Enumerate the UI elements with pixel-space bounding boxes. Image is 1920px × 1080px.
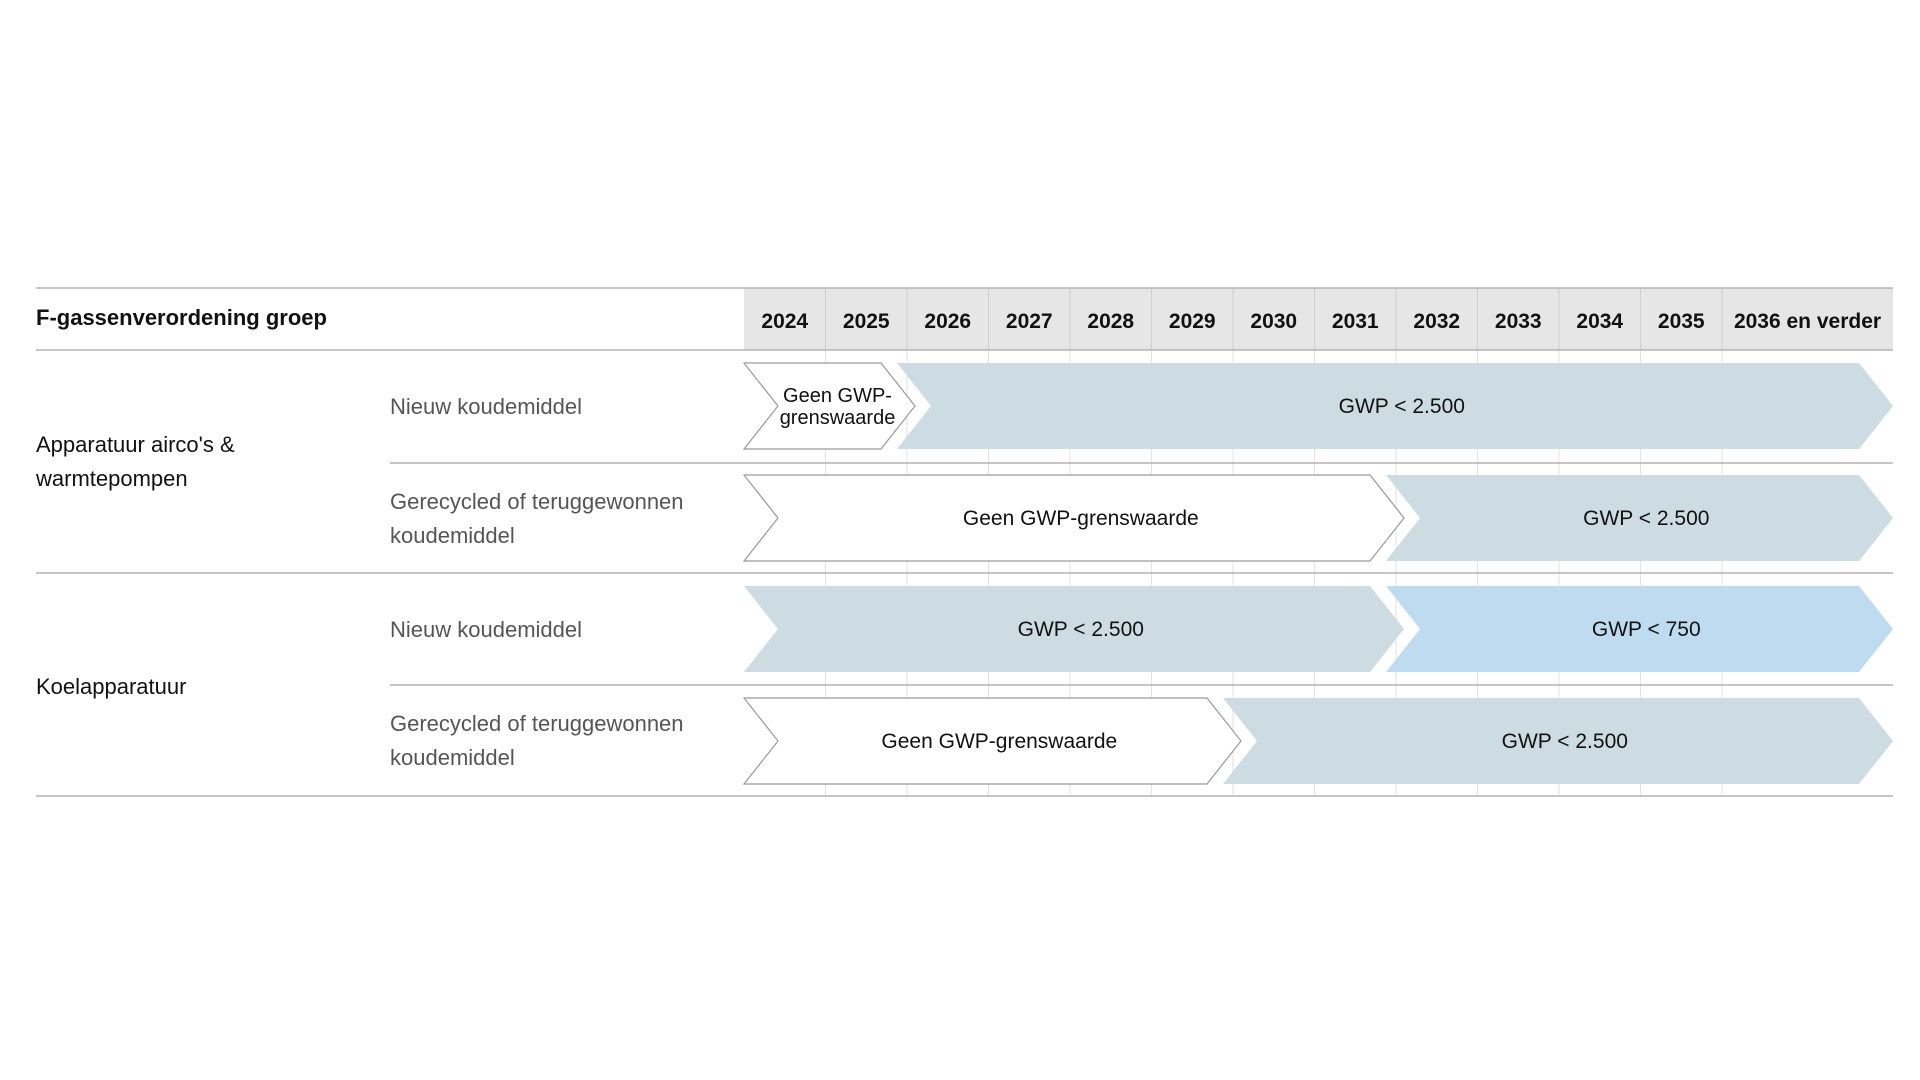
segment-chevron-outline <box>742 697 1242 785</box>
group-label-koel: Koelapparatuur <box>36 670 336 704</box>
year-header-label: 2025 <box>843 310 890 333</box>
sub-label-airco-nieuw: Nieuw koudemiddel <box>390 390 750 424</box>
segment-chevron-blue <box>1386 586 1893 672</box>
segment-chevron-gray <box>744 586 1404 672</box>
sub-label-airco-gerecycled-line-1: Gerecycled of teruggewonnen <box>390 489 684 514</box>
segment-label: Geen GWP-grenswaarde <box>963 507 1199 530</box>
segment-label: GWP < 750 <box>1592 618 1701 641</box>
sub-label-koel-gerecycled-line-1: Gerecycled of teruggewonnen <box>390 711 684 736</box>
year-header-label: 2032 <box>1413 310 1460 333</box>
segment-chevron-gray <box>1386 475 1893 561</box>
group-label-airco: Apparatuur airco's & warmtepompen <box>36 428 336 496</box>
segment-chevron-outline <box>742 474 1405 562</box>
year-header-label: 2028 <box>1087 310 1134 333</box>
group-label-airco-line-2: warmtepompen <box>36 466 188 491</box>
year-header-label: 2030 <box>1250 310 1297 333</box>
year-header-label: 2035 <box>1658 310 1705 333</box>
segment-label: Geen GWP-grenswaarde <box>881 730 1117 753</box>
header-background <box>744 288 1893 350</box>
segment-label: Geen GWP- <box>783 385 892 407</box>
segment-chevron-gray <box>897 363 1893 449</box>
year-header-label: 2027 <box>1006 310 1053 333</box>
sub-label-koel-gerecycled-line-2: koudemiddel <box>390 745 515 770</box>
sub-label-koel-gerecycled: Gerecycled of teruggewonnen koudemiddel <box>390 707 750 775</box>
segment-chevron-gray <box>1223 698 1893 784</box>
sub-label-koel-nieuw-line-1: Nieuw koudemiddel <box>390 617 582 642</box>
segment-label: GWP < 2.500 <box>1583 507 1709 530</box>
year-header-label: 2024 <box>761 310 808 333</box>
year-header-label: 2033 <box>1495 310 1542 333</box>
sub-label-airco-gerecycled: Gerecycled of teruggewonnen koudemiddel <box>390 485 750 553</box>
year-header-label: 2034 <box>1576 310 1623 333</box>
group-label-koel-line-1: Koelapparatuur <box>36 674 187 699</box>
year-header-label: 2026 <box>924 310 971 333</box>
segment-label: GWP < 2.500 <box>1502 730 1628 753</box>
sub-label-airco-nieuw-line-1: Nieuw koudemiddel <box>390 394 582 419</box>
group-label-airco-line-1: Apparatuur airco's & <box>36 432 235 457</box>
year-header-label: 2031 <box>1332 310 1379 333</box>
segment-label: grenswaarde <box>780 407 896 429</box>
segment-chevron-outline <box>742 362 916 450</box>
year-header-label: 2029 <box>1169 310 1216 333</box>
year-header-label: 2036 en verder <box>1734 310 1881 333</box>
header-title: F-gassenverordening groep <box>36 305 327 330</box>
segment-label: GWP < 2.500 <box>1018 618 1144 641</box>
sub-label-airco-gerecycled-line-2: koudemiddel <box>390 523 515 548</box>
sub-label-koel-nieuw: Nieuw koudemiddel <box>390 613 750 647</box>
segment-label: GWP < 2.500 <box>1339 395 1465 418</box>
